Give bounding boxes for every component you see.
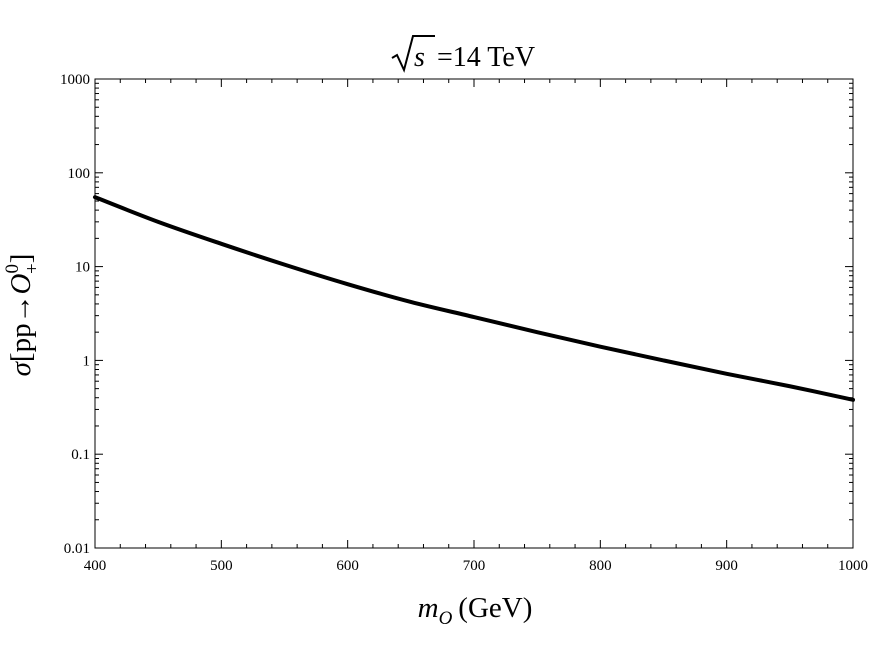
- x-tick-label: 500: [210, 558, 233, 574]
- x-tick-label: 900: [715, 558, 738, 574]
- y-tick-label: 10: [75, 260, 90, 276]
- x-label-unit: (GeV): [458, 592, 532, 624]
- x-tick-label: 400: [84, 558, 107, 574]
- x-label-symbol: m: [418, 592, 439, 624]
- y-tick-label: 1: [83, 353, 91, 369]
- series-line: [93, 195, 855, 402]
- y-tick-label: 0.1: [71, 447, 90, 463]
- y-axis-label: σ[pp→O0+]: [2, 254, 43, 377]
- y-minor-ticks: [95, 82, 853, 521]
- x-axis-label: mO (GeV): [418, 592, 533, 629]
- x-label-subscript: O: [439, 608, 453, 629]
- title-variable: s: [414, 42, 425, 73]
- y-label-sigma: σ: [5, 360, 37, 376]
- y-label-open: [pp: [5, 323, 37, 362]
- y-label-superscript: 0: [2, 264, 23, 274]
- x-major-ticks: [94, 79, 854, 548]
- x-tick-label: 1000: [838, 558, 868, 574]
- chart-title: s =14 TeV: [391, 35, 535, 73]
- x-tick-labels: 400 500 600 700 800 900 1000: [84, 558, 868, 574]
- y-tick-labels: 0.01 0.1 1 10 100 1000: [60, 72, 90, 557]
- y-tick-label: 100: [68, 166, 91, 182]
- x-tick-label: 600: [336, 558, 359, 574]
- x-tick-label: 800: [589, 558, 612, 574]
- y-label-subscript: +: [22, 263, 43, 274]
- y-tick-label: 0.01: [64, 541, 90, 557]
- y-tick-label: 1000: [60, 72, 90, 88]
- x-tick-label: 700: [463, 558, 486, 574]
- y-label-operator: O: [5, 273, 37, 294]
- y-label-arrow: →: [5, 294, 37, 323]
- title-text: =14 TeV: [437, 42, 535, 73]
- y-major-ticks: [95, 78, 853, 549]
- y-label-close: ]: [5, 254, 37, 264]
- plot-frame: [94, 78, 854, 549]
- x-minor-ticks: [119, 79, 829, 548]
- title-radical-sign: [391, 35, 435, 73]
